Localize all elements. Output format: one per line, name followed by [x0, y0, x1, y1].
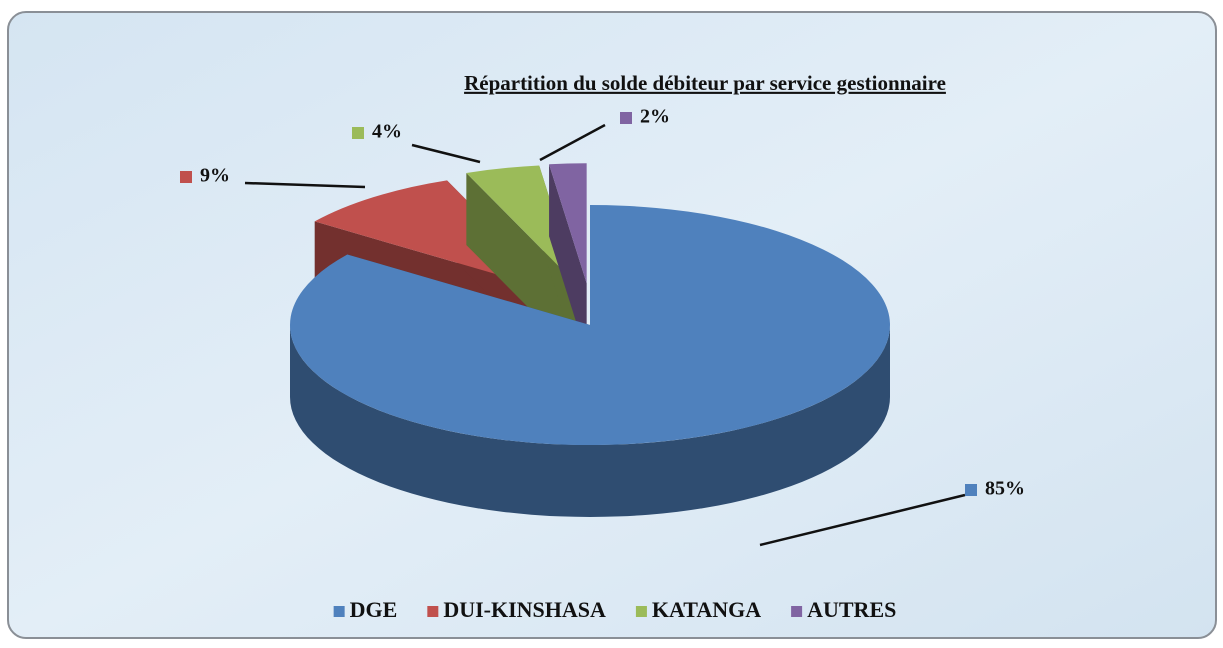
label-marker — [180, 171, 192, 183]
slice-top — [290, 205, 891, 446]
slice-side — [290, 325, 890, 517]
data-label: 4% — [372, 121, 402, 143]
leader-line — [759, 493, 966, 547]
label-marker — [965, 484, 977, 496]
legend-marker — [635, 606, 647, 617]
slice-top — [549, 163, 587, 284]
slice-side — [466, 172, 577, 357]
legend-marker — [427, 606, 439, 617]
data-label: 9% — [200, 165, 230, 187]
leader-line — [411, 143, 481, 164]
pie — [290, 163, 891, 517]
legend-label: AUTRES — [807, 597, 896, 622]
legend-marker — [333, 606, 345, 617]
legend-label: KATANGA — [652, 597, 761, 622]
legend-label: DUI-KINSHASA — [443, 597, 606, 622]
data-label: 85% — [985, 478, 1025, 500]
leader-line — [244, 181, 366, 189]
leader-line — [539, 123, 606, 162]
legend-marker — [791, 606, 803, 617]
legend-label: DGE — [350, 597, 398, 622]
slice-side — [549, 164, 587, 356]
label-marker — [352, 127, 364, 139]
pie-slice — [290, 205, 891, 517]
data-label: 2% — [640, 106, 670, 128]
legend: DGE DUI-KINSHASA KATANGA AUTRES — [333, 597, 896, 622]
label-marker — [620, 112, 632, 124]
chart-title: Répartition du solde débiteur par servic… — [464, 71, 946, 95]
slice-top — [466, 165, 577, 285]
pie-slice — [549, 163, 587, 356]
